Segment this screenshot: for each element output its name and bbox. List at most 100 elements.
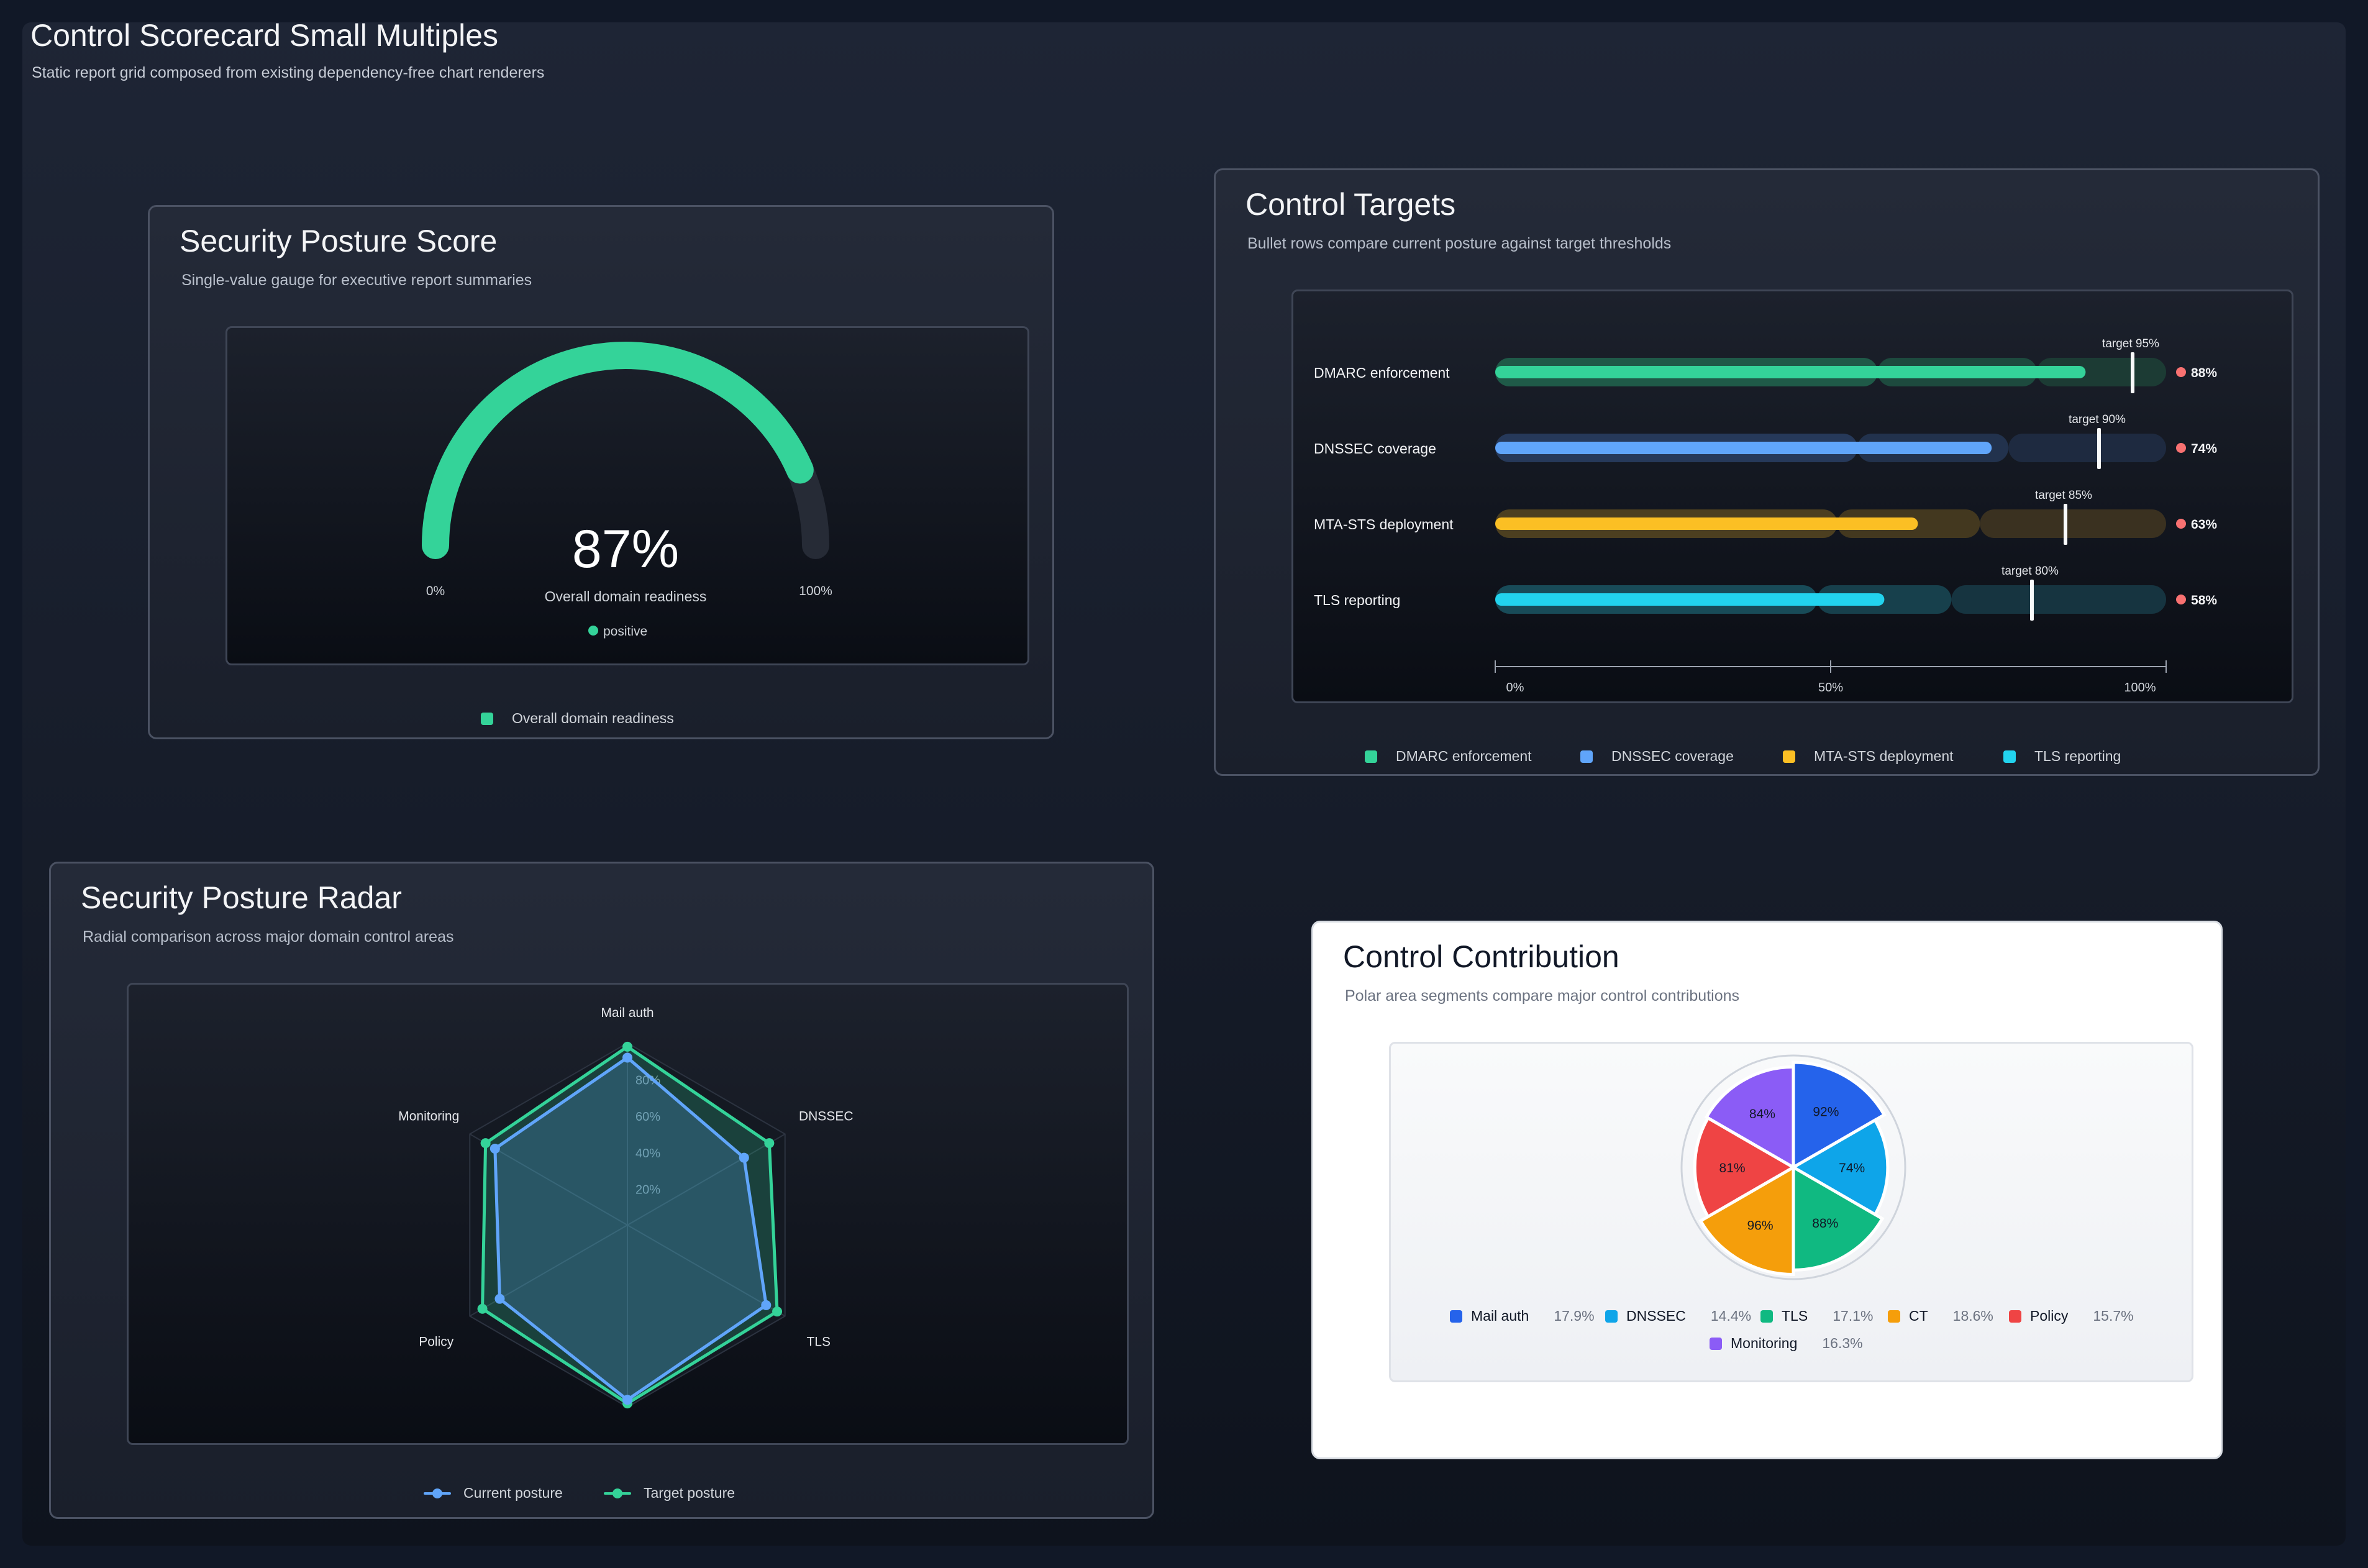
bullet-status-dot <box>2176 595 2186 604</box>
polar-value-label: 88% <box>1812 1216 1838 1231</box>
polar-segment <box>1792 1164 1885 1272</box>
legend-label: Monitoring <box>1731 1335 1798 1351</box>
legend-item-ct: CT 18.6% <box>1888 1308 1993 1324</box>
bullet-row-label: DNSSEC coverage <box>1314 440 1436 457</box>
legend-swatch <box>1888 1310 1900 1323</box>
radar-ring-label: 60% <box>635 1110 660 1124</box>
radar-plot: 20%40%60%80%Mail authDNSSECTLSCTPolicyMo… <box>127 983 1129 1445</box>
bullet-tick-label: 0% <box>1506 681 1524 695</box>
legend-share: 18.6% <box>1952 1308 1993 1324</box>
bullet-target-label: target 90% <box>2069 413 2126 426</box>
bullet-target-marker <box>2030 580 2034 621</box>
radar-point <box>764 1138 775 1149</box>
legend-label: MTA-STS deployment <box>1814 748 1954 764</box>
legend-label: TLS reporting <box>2034 748 2121 764</box>
polar-legend: Mail auth 17.9% DNSSEC 14.4% TLS 17.1% C… <box>1450 1308 2134 1364</box>
legend-item-tls: TLS 17.1% <box>1760 1308 1873 1324</box>
gauge-caption: Overall domain readiness <box>545 588 707 604</box>
legend-item-dnssec: DNSSEC 14.4% <box>1605 1308 1751 1324</box>
legend-swatch <box>2009 1310 2021 1323</box>
radar-spoke <box>627 1224 786 1317</box>
legend-item-current: Current posture <box>424 1485 563 1502</box>
legend-line-swatch <box>604 1487 631 1500</box>
bullet-tick-label: 100% <box>2124 681 2156 695</box>
legend-item-mtasts: MTA-STS deployment <box>1783 748 1954 765</box>
legend-share: 17.1% <box>1833 1308 1874 1324</box>
radar-card-title: Security Posture Radar <box>81 880 402 915</box>
gauge-min-label: 0% <box>426 584 445 598</box>
gauge-card-title: Security Posture Score <box>180 224 498 258</box>
bullet-tick-label: 50% <box>1818 681 1843 695</box>
bullet-row-label: TLS reporting <box>1314 592 1400 608</box>
legend-share: 16.3% <box>1822 1335 1863 1351</box>
bullet-target-marker <box>2097 428 2101 469</box>
polar-segment <box>1704 1065 1795 1170</box>
legend-share: 15.7% <box>2093 1308 2134 1324</box>
radar-point <box>494 1293 505 1304</box>
bullet-value-bar <box>1495 593 1885 606</box>
polar-value-label: 74% <box>1839 1161 1865 1175</box>
legend-swatch <box>1710 1337 1722 1350</box>
bullet-value-label: 88% <box>2191 366 2217 380</box>
legend-label: Policy <box>2030 1308 2069 1324</box>
bullet-status-dot <box>2176 519 2186 529</box>
legend-swatch <box>2003 750 2016 763</box>
radar-axis-label: DNSSEC <box>799 1110 854 1124</box>
bullet-value-bar <box>1495 442 1992 454</box>
bullet-plot: DMARC enforcement target 95% 88% DNSSEC cov… <box>1291 289 2293 703</box>
gauge-card-subtitle: Single-value gauge for executive report … <box>181 271 532 289</box>
legend-label: Current posture <box>463 1485 563 1501</box>
bullet-value-label: 63% <box>2191 517 2217 532</box>
legend-share: 14.4% <box>1710 1308 1752 1324</box>
polar-segment <box>1693 1116 1796 1219</box>
legend-swatch <box>481 712 493 725</box>
bullet-row-label: DMARC enforcement <box>1314 365 1450 381</box>
legend-label: Overall domain readiness <box>512 710 674 726</box>
polar-value-label: 96% <box>1747 1219 1774 1233</box>
legend-swatch <box>1605 1310 1618 1323</box>
polar-plot: 92% 74% 88% 96% 81% 84% Mail auth 17.9% DNSSE… <box>1389 1042 2193 1382</box>
polar-segment <box>1698 1164 1795 1277</box>
polar-segment <box>1790 1118 1890 1217</box>
radar-point <box>490 1143 500 1154</box>
radar-point <box>477 1303 488 1314</box>
bullet-target-marker <box>2131 352 2134 393</box>
radar-card: Security Posture Radar Radial comparison… <box>49 862 1154 1519</box>
page-subtitle: Static report grid composed from existin… <box>32 64 545 81</box>
radar-chart: 20%40%60%80%Mail authDNSSECTLSCTPolicyMo… <box>398 1006 854 1409</box>
bullet-band <box>1951 585 2166 614</box>
gauge-value-arc <box>422 342 814 559</box>
polar-card: Control Contribution Polar area segments… <box>1311 921 2223 1459</box>
legend-label: DMARC enforcement <box>1396 748 1532 764</box>
legend-swatch <box>1783 750 1795 763</box>
gauge-legend-item: Overall domain readiness <box>481 710 674 727</box>
legend-swatch <box>1760 1310 1773 1323</box>
legend-label: Mail auth <box>1471 1308 1529 1324</box>
gauge-track <box>422 342 829 559</box>
bullet-value-label: 74% <box>2191 442 2217 456</box>
radar-point <box>622 1041 632 1052</box>
legend-swatch <box>1365 750 1377 763</box>
radar-axis-label: Mail auth <box>601 1006 653 1020</box>
bullet-status-dot <box>2176 367 2186 377</box>
legend-item-tlsrpt: TLS reporting <box>2003 748 2121 765</box>
legend-item-policy: Policy 15.7% <box>2009 1308 2134 1324</box>
radar-ring-label: 80% <box>635 1074 660 1088</box>
bullet-status-dot <box>2176 443 2186 453</box>
polar-card-subtitle: Polar area segments compare major contro… <box>1345 987 1740 1005</box>
radar-point <box>739 1152 749 1163</box>
bullet-value-bar <box>1495 517 1918 530</box>
radar-spoke <box>627 1133 786 1226</box>
radar-ring-label: 40% <box>635 1147 660 1160</box>
legend-item-mail-auth: Mail auth 17.9% <box>1450 1308 1595 1324</box>
gauge-value-label: 87% <box>572 519 679 579</box>
legend-label: DNSSEC coverage <box>1611 748 1734 764</box>
gauge-plot: 87% Overall domain readiness positive 0% 100… <box>225 326 1029 665</box>
gauge-card: Security Posture Score Single-value gaug… <box>148 205 1054 739</box>
polar-value-label: 81% <box>1719 1161 1746 1175</box>
bullet-row-label: MTA-STS deployment <box>1314 516 1454 532</box>
legend-item-dmarc: DMARC enforcement <box>1365 748 1532 765</box>
bullet-target-label: target 85% <box>2035 489 2092 502</box>
bullet-card-subtitle: Bullet rows compare current posture agai… <box>1247 235 1672 252</box>
legend-swatch <box>1450 1310 1462 1323</box>
